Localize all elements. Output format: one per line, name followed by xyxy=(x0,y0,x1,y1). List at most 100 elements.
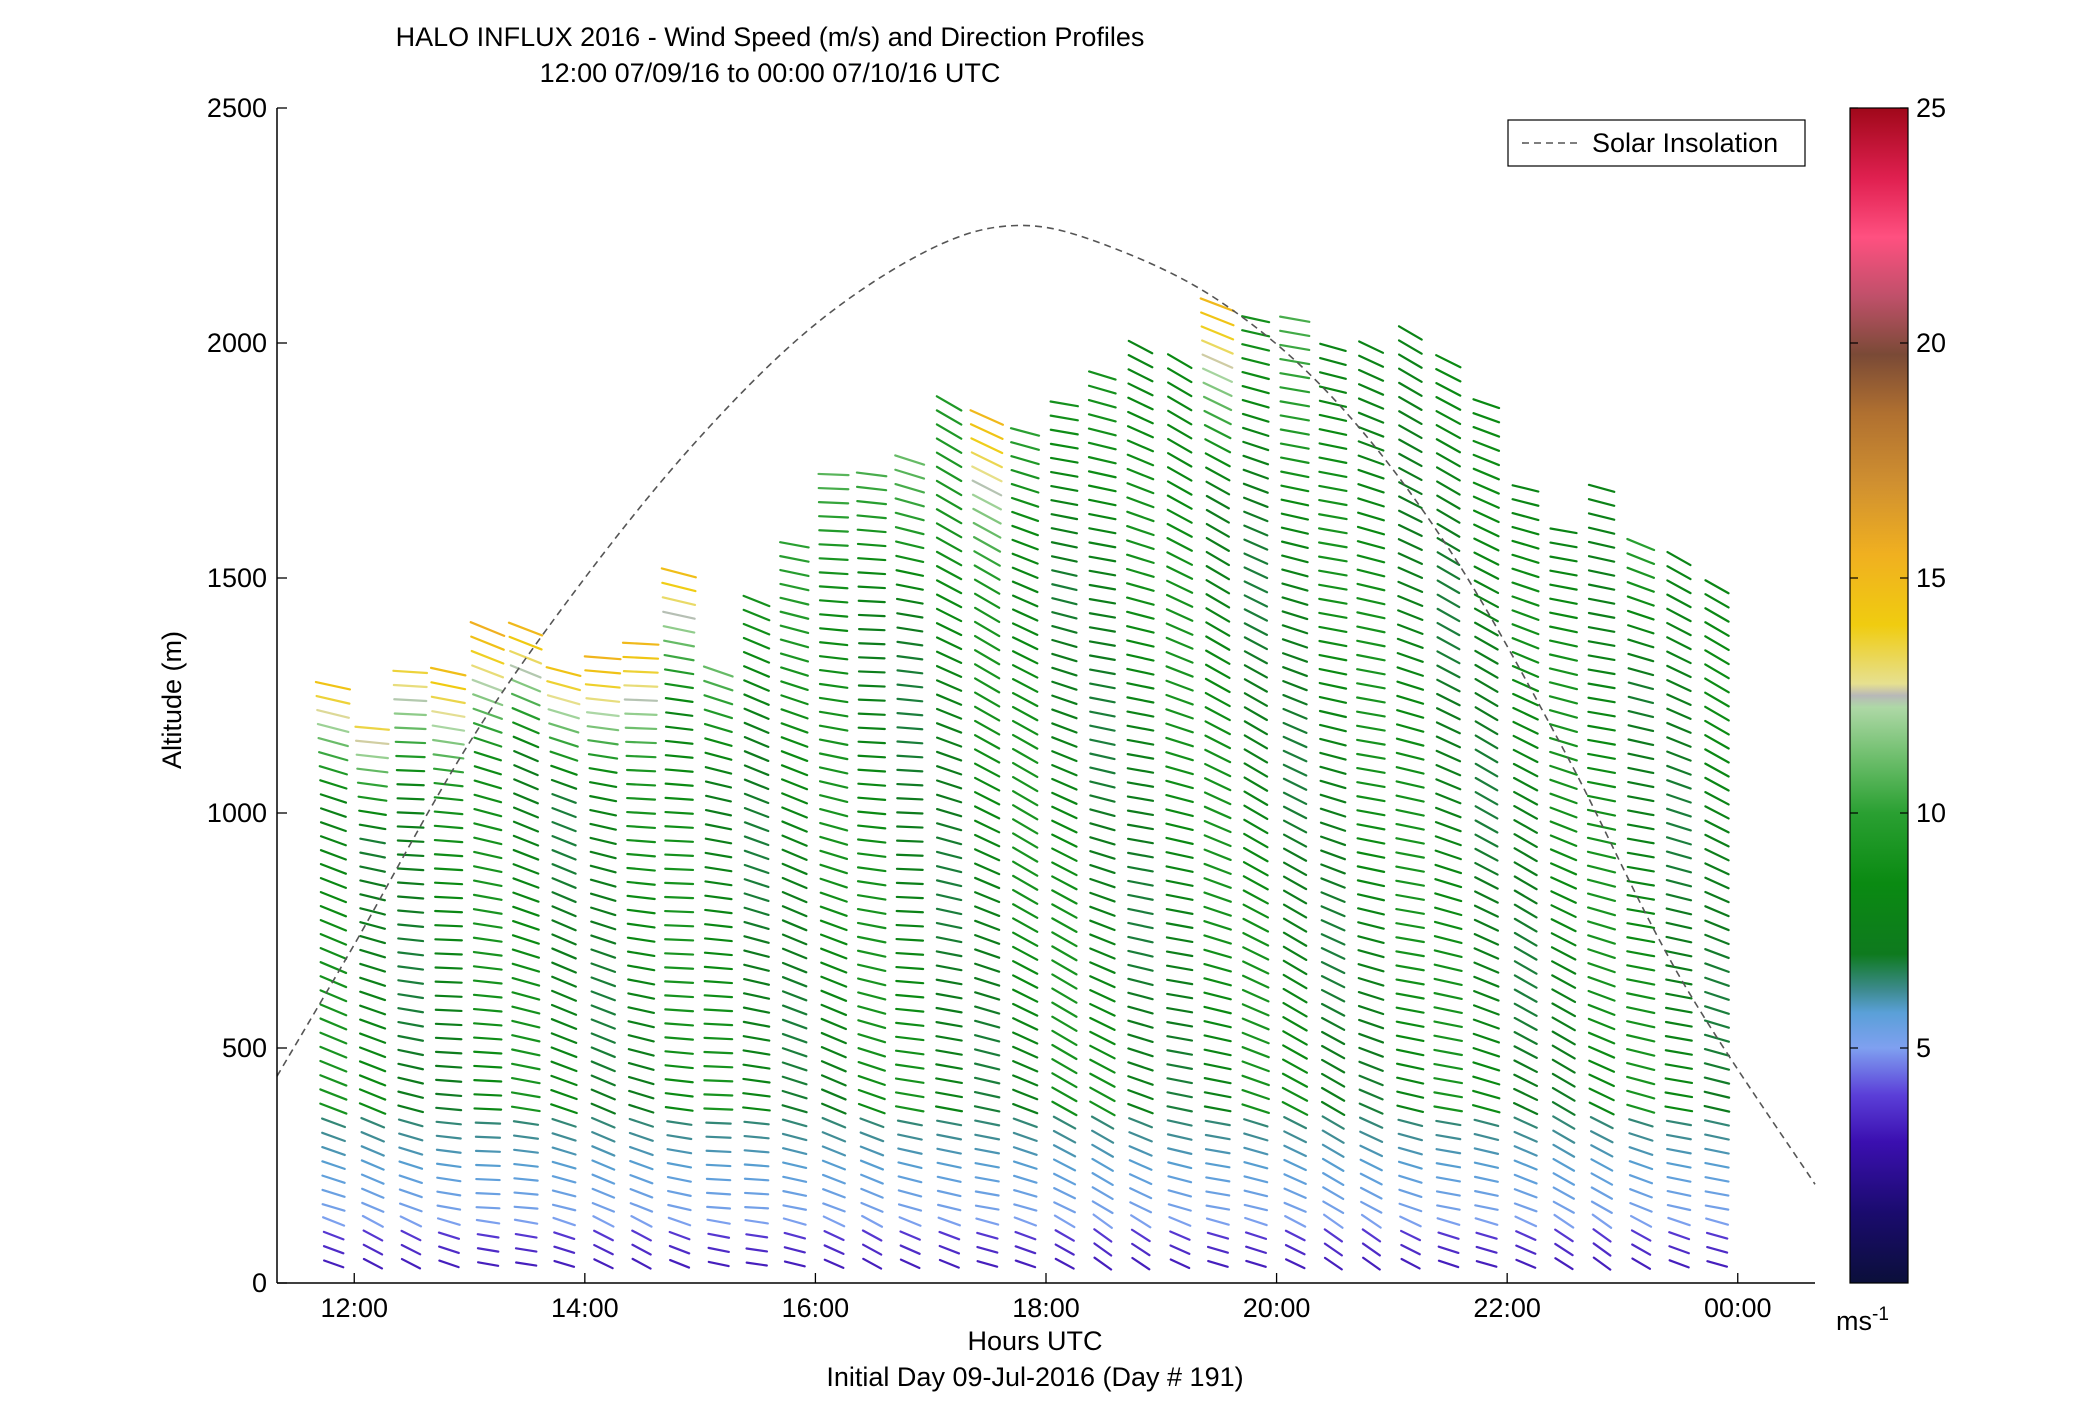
wind-barb xyxy=(398,1202,423,1213)
wind-barb xyxy=(1359,1144,1384,1158)
wind-barb xyxy=(896,726,924,731)
wind-barb xyxy=(855,485,888,492)
wind-barb xyxy=(973,1076,1001,1085)
wind-barb xyxy=(667,1203,692,1212)
wind-barb xyxy=(973,550,1001,567)
wind-barb xyxy=(1166,1049,1194,1056)
wind-barb xyxy=(1586,906,1617,917)
wind-barb xyxy=(1012,1002,1039,1017)
wind-barb xyxy=(1474,635,1499,651)
wind-barb xyxy=(434,909,464,914)
wind-barb xyxy=(590,1046,616,1059)
wind-barb xyxy=(972,536,1002,553)
wind-barb xyxy=(1165,693,1194,706)
wind-barb xyxy=(935,950,963,958)
wind-barb xyxy=(550,1074,578,1087)
wind-barb xyxy=(895,867,924,871)
wind-barb xyxy=(1319,737,1347,747)
wind-barb xyxy=(779,541,810,549)
wind-barb xyxy=(1011,538,1039,551)
wind-barb xyxy=(1512,692,1539,707)
wind-barb xyxy=(1588,1059,1616,1073)
wind-barb xyxy=(1320,1086,1346,1102)
wind-barb xyxy=(819,891,848,903)
wind-barb xyxy=(781,1018,808,1030)
wind-barb xyxy=(589,864,617,874)
wind-barb xyxy=(1089,724,1116,732)
wind-barb xyxy=(856,528,887,534)
wind-barb xyxy=(1472,467,1500,481)
wind-barb xyxy=(1474,663,1499,679)
wind-barb xyxy=(973,1048,1001,1057)
wind-barb xyxy=(1436,480,1461,496)
wind-barb xyxy=(664,1078,694,1084)
wind-barb xyxy=(1435,354,1462,369)
wind-barb xyxy=(1704,791,1730,806)
wind-barb xyxy=(1012,761,1039,779)
wind-barb xyxy=(1512,776,1539,792)
wind-barb xyxy=(1395,837,1425,845)
wind-barb xyxy=(1395,751,1425,761)
wind-barb xyxy=(1126,482,1155,495)
wind-barb xyxy=(1203,791,1232,806)
wind-barb xyxy=(1243,566,1269,580)
wind-barb xyxy=(857,1019,887,1030)
wind-barb xyxy=(622,655,660,660)
wind-barb xyxy=(1433,1062,1464,1071)
wind-barb xyxy=(1243,622,1269,636)
wind-barb xyxy=(1241,1074,1270,1087)
wind-barb xyxy=(703,1022,734,1027)
wind-barb xyxy=(1011,510,1040,523)
wind-barb xyxy=(1320,933,1346,946)
wind-barb xyxy=(1166,1119,1193,1127)
wind-barb xyxy=(935,765,963,776)
wind-barb xyxy=(1357,440,1385,452)
wind-barb xyxy=(1165,593,1194,608)
wind-barb xyxy=(1167,395,1193,412)
wind-barb xyxy=(319,947,348,960)
wind-barb xyxy=(743,807,770,819)
wind-barb xyxy=(1127,1033,1154,1044)
wind-barb xyxy=(936,1119,963,1127)
wind-barb xyxy=(359,948,387,959)
wind-barb xyxy=(512,806,540,819)
wind-barb xyxy=(664,966,695,970)
wind-barb xyxy=(1166,466,1193,482)
wind-barb xyxy=(1051,1086,1078,1103)
wind-barb xyxy=(1012,832,1039,849)
wind-barb xyxy=(1435,1190,1461,1197)
wind-barb xyxy=(1474,1190,1499,1197)
wind-barb xyxy=(1704,677,1730,694)
wind-barb xyxy=(1396,1090,1425,1099)
wind-barb xyxy=(469,621,506,637)
wind-barb xyxy=(974,1019,1001,1029)
wind-barb xyxy=(1360,1200,1383,1214)
wind-barb xyxy=(1169,1230,1191,1241)
wind-barb xyxy=(397,923,425,928)
wind-barb xyxy=(1398,381,1423,397)
wind-barb xyxy=(545,666,582,677)
wind-barb xyxy=(664,1106,694,1112)
wind-barb xyxy=(743,778,770,791)
wind-barb xyxy=(1127,963,1154,972)
wind-barb xyxy=(935,921,963,930)
wind-barb xyxy=(935,865,963,874)
wind-barb xyxy=(474,1149,501,1153)
wind-barb xyxy=(704,880,733,887)
wind-barb xyxy=(1279,386,1311,394)
wind-barb xyxy=(1472,1061,1501,1072)
wind-barb xyxy=(430,695,466,705)
wind-barb xyxy=(591,1131,616,1143)
wind-barb xyxy=(862,1257,883,1270)
wind-barb xyxy=(356,767,389,774)
wind-barb xyxy=(510,1077,541,1085)
wind-barb xyxy=(590,1060,616,1073)
wind-barb xyxy=(509,650,543,665)
wind-barb xyxy=(1549,764,1578,776)
wind-barb xyxy=(1012,974,1039,989)
wind-barb xyxy=(1588,1087,1615,1102)
wind-barb xyxy=(434,1022,463,1027)
wind-barb xyxy=(511,707,541,721)
wind-barb xyxy=(1666,807,1692,818)
wind-barb xyxy=(1320,863,1346,875)
